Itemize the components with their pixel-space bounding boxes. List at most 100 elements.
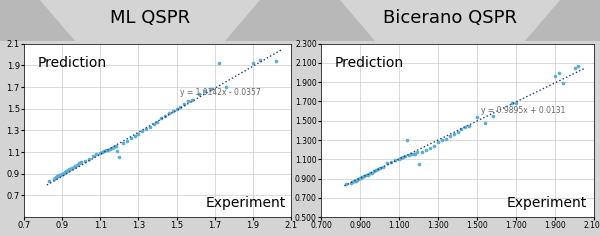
- Point: [206, 87, 216, 91]
- Point: [271, 59, 281, 63]
- Point: [179, 102, 189, 106]
- Text: Experiment: Experiment: [506, 196, 587, 210]
- Point: [64, 168, 74, 171]
- Point: [92, 152, 101, 156]
- Point: [457, 127, 466, 131]
- Point: [511, 101, 521, 105]
- Point: [141, 127, 151, 131]
- Point: [355, 176, 365, 180]
- Point: [105, 147, 115, 151]
- Text: Experiment: Experiment: [206, 196, 286, 210]
- Point: [386, 160, 396, 164]
- Point: [394, 157, 404, 161]
- Point: [408, 153, 418, 156]
- Point: [369, 169, 379, 173]
- Point: [113, 149, 122, 153]
- Point: [111, 144, 121, 148]
- Point: [550, 75, 560, 78]
- Point: [374, 166, 385, 170]
- Point: [472, 115, 482, 119]
- Point: [441, 137, 451, 141]
- Point: [383, 161, 392, 165]
- Point: [414, 162, 424, 166]
- Point: [164, 111, 174, 115]
- Point: [101, 148, 111, 152]
- Point: [183, 99, 193, 103]
- Point: [152, 120, 162, 124]
- Point: [453, 131, 463, 134]
- Point: [145, 125, 155, 129]
- Point: [214, 61, 223, 65]
- Point: [396, 156, 406, 160]
- Polygon shape: [225, 0, 300, 41]
- Point: [134, 132, 143, 135]
- Text: y = 0.9895x + 0.0131: y = 0.9895x + 0.0131: [481, 106, 565, 115]
- Point: [398, 156, 408, 159]
- Text: Bicerano QSPR: Bicerano QSPR: [383, 9, 517, 27]
- Point: [371, 169, 380, 172]
- Point: [221, 85, 231, 89]
- Point: [406, 153, 415, 156]
- Point: [570, 66, 580, 70]
- Point: [88, 155, 97, 158]
- Point: [109, 145, 118, 148]
- Point: [160, 114, 170, 118]
- Point: [115, 156, 124, 159]
- Point: [95, 151, 105, 155]
- Point: [50, 176, 59, 179]
- Point: [554, 71, 564, 75]
- Polygon shape: [300, 0, 375, 41]
- Point: [418, 150, 427, 153]
- Point: [402, 138, 412, 142]
- Point: [404, 154, 413, 157]
- Point: [53, 175, 62, 178]
- Point: [347, 181, 357, 184]
- Point: [61, 169, 71, 172]
- Point: [341, 182, 351, 186]
- Point: [49, 177, 58, 181]
- Point: [126, 136, 136, 140]
- Point: [71, 164, 80, 168]
- Point: [55, 173, 64, 177]
- Point: [80, 159, 90, 163]
- Point: [445, 134, 455, 138]
- Point: [421, 148, 431, 152]
- Point: [84, 157, 94, 160]
- Point: [58, 172, 67, 176]
- Point: [363, 173, 373, 177]
- Point: [256, 58, 265, 62]
- Point: [248, 61, 257, 64]
- Point: [97, 150, 107, 154]
- Point: [437, 138, 446, 142]
- Point: [353, 177, 363, 181]
- Point: [352, 178, 362, 181]
- Point: [346, 181, 356, 185]
- Text: Prediction: Prediction: [335, 56, 404, 70]
- Point: [187, 98, 197, 102]
- Point: [200, 89, 210, 93]
- Point: [430, 144, 439, 148]
- Point: [508, 101, 517, 105]
- Point: [172, 107, 181, 111]
- Text: ML QSPR: ML QSPR: [110, 9, 190, 27]
- Point: [65, 167, 74, 171]
- Point: [410, 152, 419, 156]
- Point: [76, 160, 86, 164]
- Point: [349, 180, 359, 183]
- Point: [69, 165, 79, 169]
- Point: [350, 180, 360, 183]
- Point: [464, 124, 474, 127]
- Point: [60, 170, 70, 173]
- Point: [367, 171, 377, 175]
- Point: [357, 175, 367, 178]
- Point: [379, 165, 388, 169]
- Point: [122, 139, 132, 143]
- Point: [480, 121, 490, 125]
- Point: [62, 169, 72, 172]
- Text: Prediction: Prediction: [37, 56, 106, 70]
- Point: [63, 168, 73, 172]
- Point: [356, 176, 366, 180]
- Point: [52, 175, 61, 179]
- Point: [73, 163, 82, 166]
- Point: [176, 105, 185, 108]
